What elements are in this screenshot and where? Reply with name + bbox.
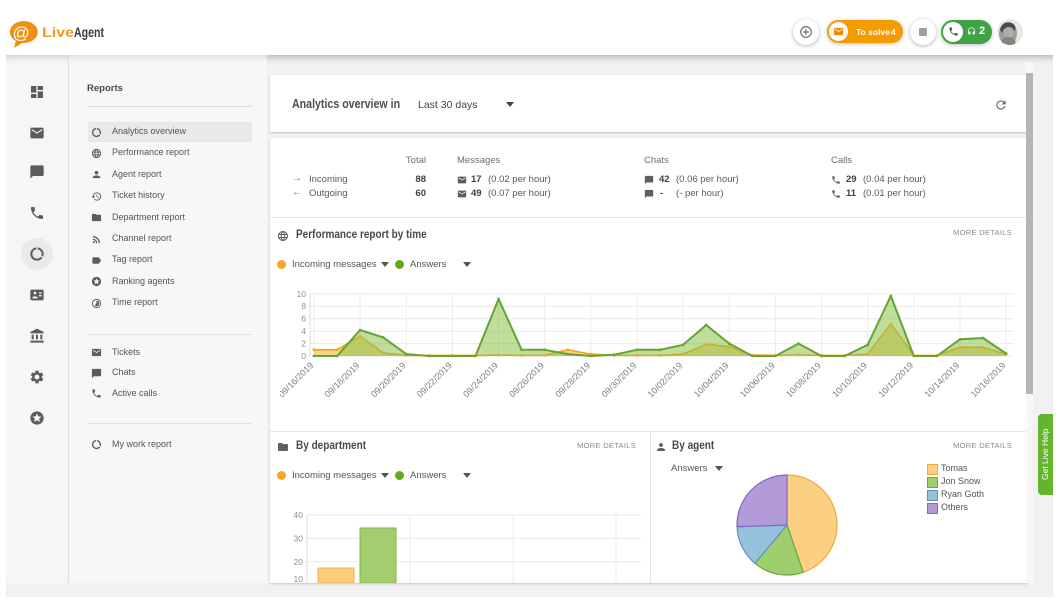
svg-text:10/10/2019: 10/10/2019 <box>830 360 869 399</box>
svg-text:09/28/2019: 09/28/2019 <box>553 360 592 399</box>
svg-text:10/12/2019: 10/12/2019 <box>876 360 915 399</box>
svg-text:09/26/2019: 09/26/2019 <box>507 360 546 399</box>
svg-text:09/22/2019: 09/22/2019 <box>415 360 454 399</box>
svg-text:2: 2 <box>301 338 306 348</box>
svg-text:8: 8 <box>301 301 306 311</box>
svg-text:10/14/2019: 10/14/2019 <box>922 360 961 399</box>
svg-text:10/04/2019: 10/04/2019 <box>692 360 731 399</box>
svg-text:40: 40 <box>294 510 304 520</box>
svg-text:09/18/2019: 09/18/2019 <box>323 360 362 399</box>
svg-text:10/06/2019: 10/06/2019 <box>738 360 777 399</box>
svg-text:Live: Live <box>42 25 75 40</box>
svg-text:10: 10 <box>294 574 304 583</box>
svg-text:@: @ <box>13 24 30 43</box>
svg-text:09/24/2019: 09/24/2019 <box>461 360 500 399</box>
svg-text:Agent: Agent <box>74 25 104 40</box>
svg-text:10: 10 <box>297 289 307 299</box>
svg-text:09/16/2019: 09/16/2019 <box>280 360 315 399</box>
svg-text:10/08/2019: 10/08/2019 <box>784 360 823 399</box>
svg-text:20: 20 <box>294 557 304 567</box>
svg-text:30: 30 <box>294 533 304 543</box>
svg-text:6: 6 <box>301 314 306 324</box>
svg-text:09/30/2019: 09/30/2019 <box>599 360 638 399</box>
svg-text:09/20/2019: 09/20/2019 <box>369 360 408 399</box>
svg-text:0: 0 <box>301 351 306 361</box>
svg-text:10/16/2019: 10/16/2019 <box>969 360 1008 399</box>
svg-text:10/02/2019: 10/02/2019 <box>646 360 685 399</box>
svg-text:4: 4 <box>301 326 306 336</box>
